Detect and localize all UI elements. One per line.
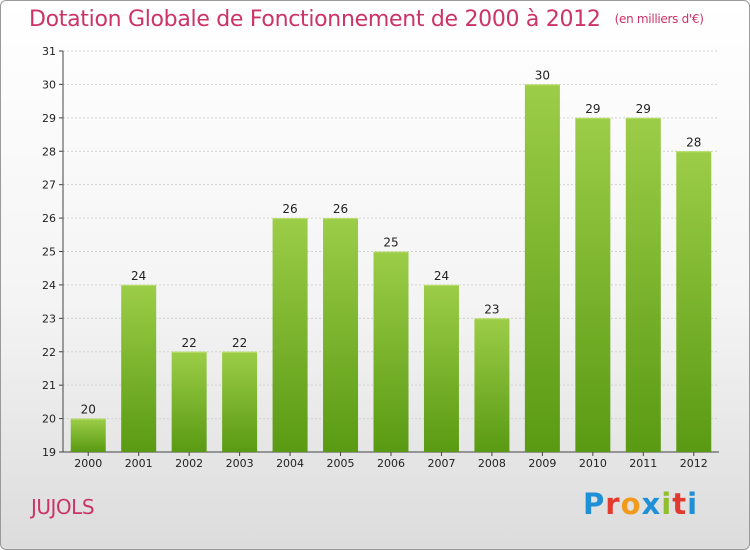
x-tick-label: 2007: [427, 457, 455, 470]
y-tick-label: 22: [42, 346, 56, 359]
title-text: Dotation Globale de Fonctionnement de 20…: [29, 7, 601, 32]
chart-title: Dotation Globale de Fonctionnement de 20…: [29, 7, 704, 32]
bar-value-label: 20: [81, 403, 96, 417]
bar-2003: [222, 351, 258, 452]
y-tick-label: 29: [42, 112, 56, 125]
bar-2000: [70, 418, 106, 452]
logo-letter: r: [605, 487, 621, 521]
bar-2009: [524, 84, 560, 453]
bar-value-label: 30: [535, 68, 550, 82]
unit-label: (en milliers d'€): [614, 12, 704, 26]
bar-value-label: 29: [585, 102, 600, 116]
bar-value-label: 24: [131, 269, 146, 283]
bar-2001: [121, 284, 157, 452]
bar-value-label: 24: [434, 269, 449, 283]
y-tick-label: 21: [42, 379, 56, 392]
proxiti-logo: Proxiti: [583, 487, 698, 521]
y-tick-label: 20: [42, 413, 56, 426]
logo-letter: o: [620, 487, 642, 521]
logo-letter: P: [583, 487, 606, 521]
bar-2010: [575, 117, 611, 452]
y-tick-label: 30: [42, 78, 56, 91]
bar-value-label: 26: [282, 202, 297, 216]
bar-2011: [625, 117, 661, 452]
y-tick-label: 19: [42, 446, 56, 459]
x-tick-label: 2010: [579, 457, 607, 470]
logo-letter: i: [687, 487, 699, 521]
x-tick-label: 2011: [629, 457, 657, 470]
logo-letter: t: [672, 487, 688, 521]
x-tick-label: 2003: [226, 457, 254, 470]
bar-value-label: 22: [232, 336, 247, 350]
x-tick-label: 2012: [680, 457, 708, 470]
x-tick-label: 2008: [478, 457, 506, 470]
commune-name: JUJOLS: [31, 495, 95, 519]
bar-2006: [373, 251, 409, 452]
x-tick-label: 2002: [175, 457, 203, 470]
bar-2004: [272, 218, 308, 452]
y-tick-label: 25: [42, 246, 56, 259]
bar-2007: [423, 284, 459, 452]
x-tick-label: 2006: [377, 457, 405, 470]
bar-value-label: 28: [686, 135, 701, 149]
bar-2008: [474, 318, 510, 452]
bar-2005: [323, 218, 359, 452]
bar-2002: [171, 351, 207, 452]
x-tick-label: 2000: [74, 457, 102, 470]
y-tick-label: 26: [42, 212, 56, 225]
x-tick-label: 2004: [276, 457, 304, 470]
y-tick-label: 28: [42, 145, 56, 158]
x-tick-label: 2009: [528, 457, 556, 470]
bar-value-label: 25: [383, 236, 398, 250]
y-tick-label: 31: [42, 45, 56, 58]
y-tick-label: 23: [42, 312, 56, 325]
y-tick-label: 24: [42, 279, 56, 292]
bar-2012: [676, 151, 712, 452]
x-tick-label: 2005: [327, 457, 355, 470]
bar-value-label: 23: [484, 302, 499, 316]
x-tick-label: 2001: [125, 457, 153, 470]
bar-value-label: 29: [636, 102, 651, 116]
y-tick-label: 27: [42, 179, 56, 192]
logo-letter: x: [641, 487, 662, 521]
logo-letter: i: [661, 487, 673, 521]
bar-value-label: 22: [182, 336, 197, 350]
bar-value-label: 26: [333, 202, 348, 216]
